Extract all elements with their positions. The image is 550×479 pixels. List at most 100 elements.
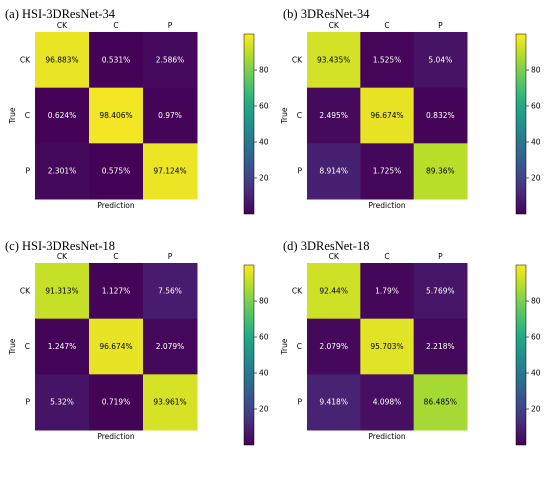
y-tick-label: P bbox=[297, 398, 302, 407]
y-tick-label: C bbox=[25, 111, 30, 120]
colorbar-tick-label: 40 bbox=[531, 138, 541, 147]
heatmap-cell bbox=[35, 32, 90, 89]
heatmap-cell bbox=[89, 143, 144, 200]
colorbar bbox=[243, 33, 255, 215]
cell-value-label: 5.04% bbox=[428, 55, 452, 64]
colorbar-tick-label: 40 bbox=[259, 369, 269, 378]
x-tick-label: P bbox=[168, 252, 173, 261]
cell-value-label: 2.495% bbox=[319, 111, 348, 120]
cell-value-label: 89.36% bbox=[426, 167, 455, 176]
heatmap-cell bbox=[307, 87, 361, 144]
x-tick-label: C bbox=[113, 21, 118, 30]
cell-value-label: 0.97% bbox=[158, 111, 182, 120]
colorbar-tick-label: 80 bbox=[259, 297, 269, 306]
x-axis-label: Prediction bbox=[368, 432, 406, 441]
x-tick-label: CK bbox=[57, 252, 68, 261]
cell-value-label: 96.674% bbox=[99, 342, 132, 351]
x-tick-label: CK bbox=[329, 21, 340, 30]
confusion-matrix-panel: (b) 3DResNet-34 93.435% 1.525% 5.04% 2.495% 9… bbox=[280, 7, 541, 215]
y-axis-label: True bbox=[8, 338, 17, 355]
y-tick-label: CK bbox=[292, 286, 303, 295]
heatmap-cell bbox=[143, 374, 198, 431]
cell-value-label: 0.531% bbox=[102, 55, 131, 64]
x-tick-label: C bbox=[113, 252, 118, 261]
cell-value-label: 96.674% bbox=[370, 111, 403, 120]
colorbar-tick-label: 40 bbox=[259, 138, 269, 147]
confusion-matrix-panel: (d) 3DResNet-18 92.44% 1.79% 5.769% 2.079% 95… bbox=[280, 239, 541, 446]
heatmap-cell bbox=[307, 318, 361, 375]
heatmap-cell bbox=[413, 87, 468, 144]
heatmap-cell bbox=[89, 318, 144, 375]
cell-value-label: 2.079% bbox=[156, 342, 185, 351]
panel-title: (a) HSI-3DResNet-34 bbox=[5, 7, 116, 21]
cell-value-label: 2.079% bbox=[319, 342, 348, 351]
colorbar-tick-label: 20 bbox=[531, 174, 541, 183]
y-tick-label: C bbox=[25, 342, 30, 351]
confusion-matrix-panel: (c) HSI-3DResNet-18 91.313% 1.127% 7.56% 1.2… bbox=[5, 239, 269, 446]
y-tick-label: CK bbox=[20, 286, 31, 295]
heatmap-cell bbox=[413, 374, 468, 431]
panel-title: (c) HSI-3DResNet-18 bbox=[5, 239, 115, 253]
heatmap-cell bbox=[413, 32, 468, 89]
cell-value-label: 1.247% bbox=[48, 342, 77, 351]
heatmap-cell bbox=[89, 87, 144, 144]
colorbar-tick-label: 20 bbox=[259, 174, 269, 183]
colorbar-tick-label: 60 bbox=[531, 102, 541, 111]
heatmap-cell bbox=[360, 87, 415, 144]
x-tick-label: P bbox=[168, 21, 173, 30]
cell-value-label: 4.098% bbox=[373, 398, 402, 407]
heatmap-cell bbox=[89, 32, 144, 89]
heatmap-cell bbox=[360, 143, 415, 200]
x-tick-label: P bbox=[438, 252, 443, 261]
cell-value-label: 93.435% bbox=[317, 55, 350, 64]
cell-value-label: 93.961% bbox=[153, 398, 186, 407]
cell-value-label: 0.624% bbox=[48, 111, 77, 120]
x-tick-label: CK bbox=[329, 252, 340, 261]
heatmap-cell bbox=[413, 318, 468, 375]
x-tick-label: C bbox=[384, 21, 389, 30]
heatmap-cell bbox=[35, 374, 90, 431]
colorbar-tick-label: 40 bbox=[531, 369, 541, 378]
y-tick-label: C bbox=[297, 111, 302, 120]
x-axis-label: Prediction bbox=[97, 201, 135, 210]
heatmap-cell bbox=[143, 318, 198, 375]
x-tick-label: P bbox=[438, 21, 443, 30]
y-axis-label: True bbox=[8, 107, 17, 124]
y-tick-label: CK bbox=[20, 55, 31, 64]
y-tick-label: P bbox=[297, 167, 302, 176]
heatmap-cell bbox=[35, 143, 90, 200]
x-tick-label: CK bbox=[57, 21, 68, 30]
y-tick-label: C bbox=[297, 342, 302, 351]
cell-value-label: 0.575% bbox=[102, 167, 131, 176]
heatmap-cell bbox=[89, 263, 144, 320]
cell-value-label: 86.485% bbox=[424, 398, 457, 407]
heatmap-cell bbox=[307, 143, 361, 200]
colorbar bbox=[515, 264, 527, 446]
panel-title: (d) 3DResNet-18 bbox=[283, 239, 369, 253]
cell-value-label: 95.703% bbox=[370, 342, 403, 351]
heatmap-cell bbox=[89, 374, 144, 431]
heatmap-cell bbox=[307, 263, 361, 320]
heatmap-cell bbox=[143, 143, 198, 200]
y-axis-label: True bbox=[280, 107, 289, 124]
x-axis-label: Prediction bbox=[368, 201, 406, 210]
cell-value-label: 91.313% bbox=[45, 286, 78, 295]
colorbar-tick-label: 80 bbox=[259, 66, 269, 75]
heatmap-cell bbox=[35, 87, 90, 144]
cell-value-label: 0.719% bbox=[102, 398, 131, 407]
cell-value-label: 1.79% bbox=[375, 286, 399, 295]
colorbar-tick-label: 20 bbox=[259, 405, 269, 414]
heatmap-cell bbox=[143, 263, 198, 320]
cell-value-label: 2.218% bbox=[426, 342, 455, 351]
colorbar-tick-label: 20 bbox=[531, 405, 541, 414]
cell-value-label: 96.883% bbox=[45, 55, 78, 64]
y-tick-label: P bbox=[25, 398, 30, 407]
colorbar-tick-label: 80 bbox=[531, 297, 541, 306]
heatmap-cell bbox=[143, 32, 198, 89]
heatmap-cell bbox=[360, 374, 415, 431]
cell-value-label: 8.914% bbox=[319, 167, 348, 176]
cell-value-label: 7.56% bbox=[158, 286, 182, 295]
cell-value-label: 1.127% bbox=[102, 286, 131, 295]
colorbar bbox=[515, 33, 527, 215]
